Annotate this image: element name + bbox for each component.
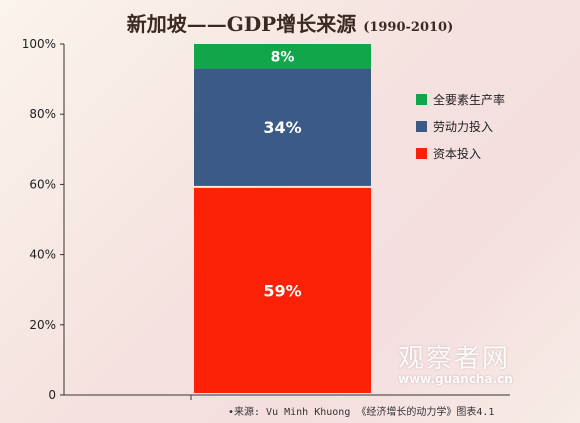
legend-label-tfp: 全要素生产率 [433, 93, 506, 107]
y-tick-label-4: 80% [29, 107, 56, 121]
y-tick-label-0: 0 [48, 388, 56, 402]
bar-segment-labor [194, 68, 371, 186]
bar-label-tfp: 8% [271, 49, 295, 65]
bar-label-labor: 34% [263, 118, 301, 137]
legend-swatch-labor [416, 121, 427, 132]
bar-segment-tfp [194, 44, 371, 69]
chart-title-years: (1990-2010) [363, 20, 454, 35]
bar-segment-capital [194, 187, 371, 393]
legend-swatch-capital [416, 148, 427, 159]
bar-label-capital: 59% [263, 281, 301, 300]
source-note: •来源: Vu Minh Khuong 《经济增长的动力学》图表4.1 [228, 407, 495, 418]
chart-title-main: 新加坡——GDP增长来源 [126, 12, 357, 36]
legend-swatch-tfp [416, 94, 427, 105]
watermark-logo: 观察者网 [398, 344, 511, 374]
legend: 全要素生产率 劳动力投入 资本投入 [416, 86, 505, 167]
legend-label-labor: 劳动力投入 [433, 120, 494, 134]
y-tick-label-2: 40% [29, 248, 56, 262]
y-tick-label-5: 100% [22, 37, 56, 51]
legend-label-capital: 资本投入 [433, 147, 482, 161]
watermark-url: www.guancha.cn [398, 372, 513, 386]
y-tick-label-1: 20% [29, 318, 56, 332]
legend-item-labor: 劳动力投入 [416, 113, 505, 140]
y-tick-label-3: 60% [29, 177, 56, 191]
chart-title: 新加坡——GDP增长来源 (1990-2010) [0, 8, 580, 37]
legend-item-capital: 资本投入 [416, 140, 505, 167]
legend-item-tfp: 全要素生产率 [416, 86, 505, 113]
